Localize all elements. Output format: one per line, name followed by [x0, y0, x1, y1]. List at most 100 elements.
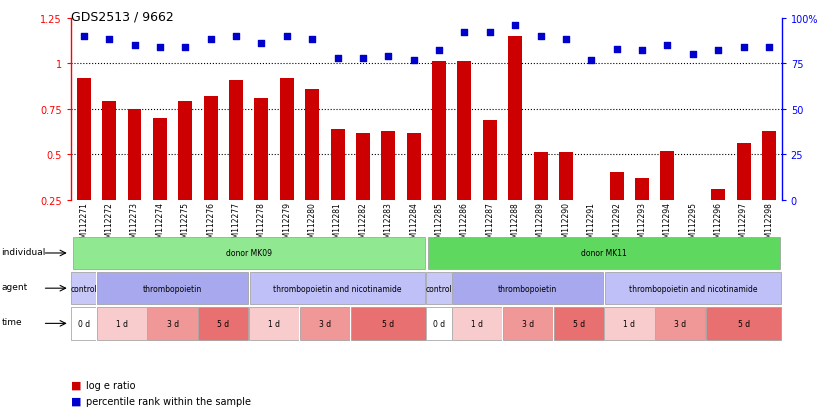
- FancyBboxPatch shape: [350, 307, 426, 340]
- Point: [381, 53, 395, 60]
- Bar: [737, 144, 751, 200]
- Bar: [254, 99, 268, 200]
- Point: [305, 37, 319, 44]
- Point: [686, 52, 700, 58]
- FancyBboxPatch shape: [97, 272, 248, 305]
- FancyBboxPatch shape: [452, 307, 502, 340]
- Point: [458, 30, 472, 36]
- Bar: [686, 200, 700, 206]
- FancyBboxPatch shape: [71, 307, 96, 340]
- FancyBboxPatch shape: [706, 307, 782, 340]
- Text: donor MK11: donor MK11: [581, 249, 627, 258]
- Text: control: control: [70, 284, 97, 293]
- FancyBboxPatch shape: [249, 307, 299, 340]
- Point: [128, 43, 141, 49]
- Bar: [229, 81, 243, 200]
- Text: 5 d: 5 d: [382, 319, 395, 328]
- Point: [103, 37, 116, 44]
- Text: percentile rank within the sample: percentile rank within the sample: [86, 396, 251, 406]
- Text: 1 d: 1 d: [472, 319, 483, 328]
- Bar: [153, 119, 167, 200]
- Text: 5 d: 5 d: [217, 319, 229, 328]
- Text: control: control: [426, 284, 452, 293]
- Text: 3 d: 3 d: [522, 319, 534, 328]
- Text: ■: ■: [71, 380, 82, 390]
- Bar: [128, 109, 141, 200]
- Point: [737, 44, 750, 51]
- Bar: [102, 102, 116, 200]
- Text: thrombopoietin and nicotinamide: thrombopoietin and nicotinamide: [273, 284, 402, 293]
- Point: [407, 57, 421, 64]
- Point: [559, 37, 573, 44]
- Text: 0 d: 0 d: [433, 319, 445, 328]
- Bar: [204, 97, 217, 200]
- Bar: [432, 62, 446, 200]
- Text: donor MK09: donor MK09: [226, 249, 272, 258]
- Bar: [533, 152, 548, 200]
- Point: [229, 33, 242, 40]
- Text: ■: ■: [71, 396, 82, 406]
- Text: log e ratio: log e ratio: [86, 380, 135, 390]
- FancyBboxPatch shape: [426, 307, 451, 340]
- Text: 3 d: 3 d: [319, 319, 331, 328]
- FancyBboxPatch shape: [71, 272, 96, 305]
- Text: 5 d: 5 d: [573, 319, 584, 328]
- Point: [179, 44, 192, 51]
- Text: 3 d: 3 d: [166, 319, 179, 328]
- Text: 1 d: 1 d: [116, 319, 128, 328]
- Point: [153, 44, 166, 51]
- Point: [534, 33, 548, 40]
- Point: [635, 48, 649, 55]
- Text: GDS2513 / 9662: GDS2513 / 9662: [71, 10, 174, 23]
- Bar: [330, 129, 344, 200]
- Point: [584, 57, 598, 64]
- Text: individual: individual: [2, 247, 46, 256]
- Bar: [178, 102, 192, 200]
- Point: [204, 37, 217, 44]
- Text: thrombopoietin: thrombopoietin: [143, 284, 202, 293]
- Bar: [635, 178, 649, 200]
- Bar: [559, 152, 573, 200]
- FancyBboxPatch shape: [604, 307, 655, 340]
- FancyBboxPatch shape: [300, 307, 350, 340]
- Point: [77, 33, 90, 40]
- FancyBboxPatch shape: [97, 307, 147, 340]
- Bar: [660, 151, 675, 200]
- Point: [508, 23, 522, 29]
- Bar: [77, 78, 91, 200]
- Bar: [305, 90, 319, 200]
- Bar: [381, 132, 395, 200]
- FancyBboxPatch shape: [73, 237, 425, 270]
- Bar: [609, 173, 624, 200]
- FancyBboxPatch shape: [147, 307, 197, 340]
- Bar: [711, 190, 725, 200]
- Point: [711, 48, 725, 55]
- FancyBboxPatch shape: [655, 307, 706, 340]
- FancyBboxPatch shape: [605, 272, 781, 305]
- Bar: [457, 62, 472, 200]
- Bar: [406, 134, 421, 200]
- Bar: [280, 78, 293, 200]
- Text: 5 d: 5 d: [737, 319, 750, 328]
- Point: [331, 55, 344, 62]
- FancyBboxPatch shape: [502, 307, 553, 340]
- Point: [762, 44, 776, 51]
- Text: 0 d: 0 d: [78, 319, 89, 328]
- Text: thrombopoietin: thrombopoietin: [498, 284, 558, 293]
- FancyBboxPatch shape: [428, 237, 780, 270]
- FancyBboxPatch shape: [452, 272, 604, 305]
- Point: [610, 46, 624, 53]
- Point: [356, 55, 370, 62]
- Text: agent: agent: [2, 282, 28, 291]
- Point: [660, 43, 674, 49]
- Point: [432, 48, 446, 55]
- FancyBboxPatch shape: [553, 307, 604, 340]
- Point: [255, 41, 268, 47]
- Bar: [762, 132, 776, 200]
- Point: [280, 33, 293, 40]
- FancyBboxPatch shape: [198, 307, 248, 340]
- Text: time: time: [2, 317, 22, 326]
- Bar: [584, 200, 599, 238]
- FancyBboxPatch shape: [250, 272, 426, 305]
- Point: [483, 30, 497, 36]
